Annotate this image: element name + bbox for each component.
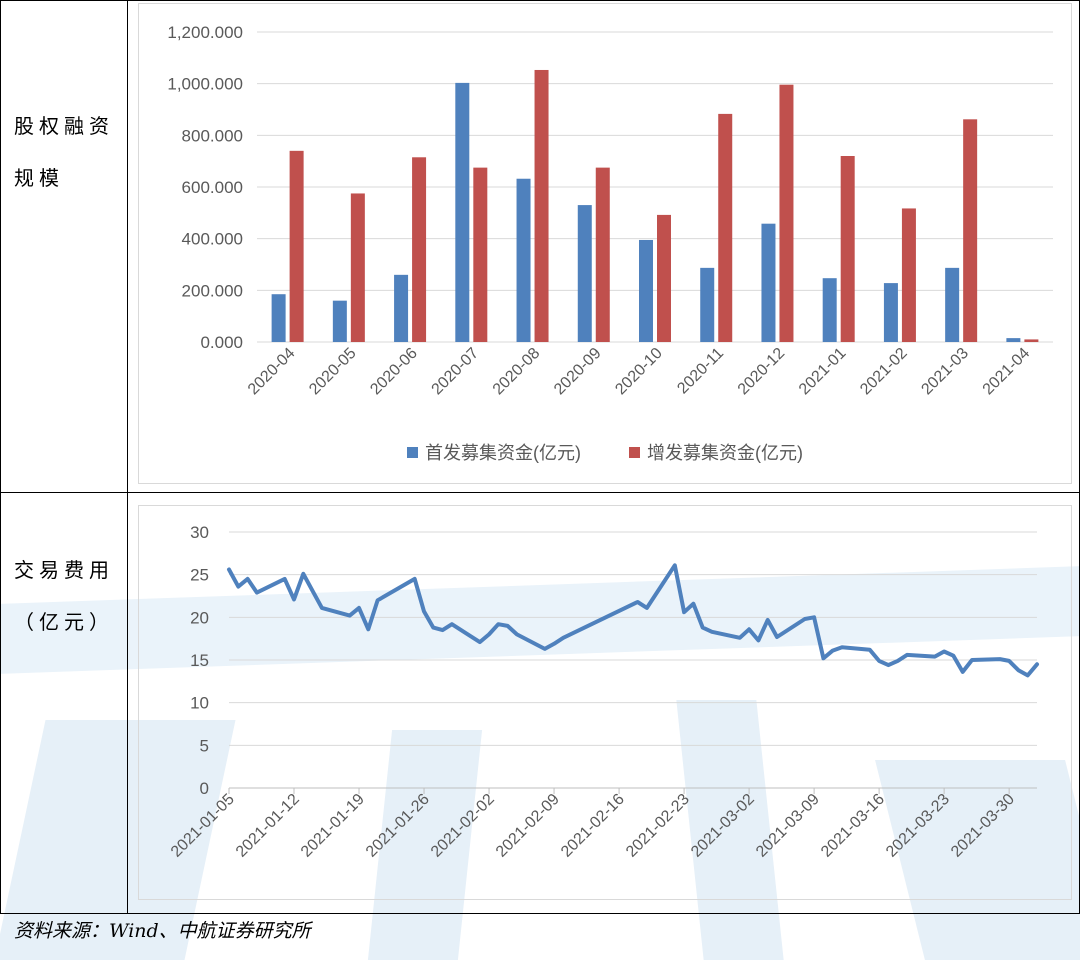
x-tick-label: 2021-03-23 [883,791,953,861]
line-chart-box: 0 5 10 15 20 25 30 2021-01-05 2021-01-12 2021-01-… [138,505,1072,900]
bar [412,157,427,342]
bar [394,274,409,342]
row-label-line: 股权融资 [14,114,114,138]
row-label-line: （亿元） [14,610,114,634]
legend-swatch [629,447,640,458]
x-tick-label: 2020-04 [245,345,299,399]
bar [901,208,916,342]
x-tick-label: 2021-03 [918,345,972,399]
x-tick-label: 2020-10 [612,345,666,399]
legend-label: 首发募集资金(亿元) [425,443,581,463]
series-line [227,563,1039,678]
x-tick-label: 2020-08 [490,345,544,399]
bar [473,167,488,342]
bar [577,205,592,342]
x-tick-label: 2021-02-09 [493,791,563,861]
y-tick-label: 800.000 [182,126,243,145]
x-tick-label: 2021-02-23 [623,791,693,861]
y-tick-label: 1,000.000 [167,75,243,94]
bar [761,223,776,342]
source-note: 资料来源：Wind、中航证券研究所 [14,920,311,942]
bar [289,150,304,342]
table-row-divider [0,492,1080,493]
y-tick-label: 10 [190,694,209,713]
y-tick-label: 600.000 [182,178,243,197]
x-tick-label: 2021-03-30 [948,791,1018,861]
row-label-trading-fees: 交易费用 （亿元） [14,544,114,648]
y-tick-label: 15 [190,651,209,670]
x-tick-label: 2020-09 [551,345,605,399]
bar [963,119,978,342]
x-tick-label: 2021-01-26 [363,791,433,861]
x-tick-label: 2021-03-09 [753,791,823,861]
bar [657,214,671,342]
legend-swatch [407,447,418,458]
y-tick-label: 200.000 [182,281,243,300]
bar [271,294,286,342]
bar [455,82,470,343]
x-tick-label: 2021-04 [980,345,1034,399]
x-tick-label: 2020-12 [735,345,789,399]
x-tick-label: 2021-02 [857,345,911,399]
y-tick-label: 0.000 [200,333,243,352]
x-tick-label: 2021-01-05 [168,791,238,861]
legend-label: 增发募集资金(亿元) [647,443,803,463]
x-tick-label: 2020-07 [429,345,483,399]
y-tick-label: 30 [190,523,209,542]
bar [840,156,855,342]
y-tick-label: 5 [200,736,209,755]
row-label-line: 交易费用 [14,558,114,582]
bar [595,167,610,342]
x-tick-label: 2021-02-16 [558,791,628,861]
row-label-line: 规模 [14,166,64,190]
x-tick-label: 2020-06 [367,345,421,399]
bar [1006,338,1021,342]
bar [779,84,794,342]
row-label-equity-financing: 股权融资 规模 [14,100,114,204]
bar [639,239,653,342]
x-tick-label: 2021-01-19 [298,791,368,861]
y-tick-label: 0 [200,779,209,798]
bar [332,300,347,342]
x-tick-label: 2021-03-16 [818,791,888,861]
x-tick-label: 2020-05 [306,345,360,399]
x-tick-label: 2021-01 [796,345,850,399]
bar [700,267,715,342]
bar [822,278,837,342]
y-tick-label: 1,200.000 [167,23,243,42]
bar [718,113,733,343]
bar [350,193,365,342]
x-tick-label: 2021-01-12 [233,791,303,861]
bar [883,283,898,342]
x-tick-label: 2021-02-02 [428,791,498,861]
bar [1024,339,1039,342]
bar [516,178,531,342]
y-tick-label: 20 [190,608,209,627]
bar [534,69,549,342]
y-tick-label: 400.000 [182,230,243,249]
y-tick-label: 25 [190,566,209,585]
x-tick-label: 2021-03-02 [688,791,758,861]
bar-chart-box: 0.000 200.000 400.000 600.000 800.000 1,000.0… [138,3,1072,484]
equity-financing-bar-chart: 0.000 200.000 400.000 600.000 800.000 1,000.0… [167,23,1053,463]
bar [945,267,960,342]
table-column-divider [127,0,128,913]
x-tick-label: 2020-11 [674,345,727,398]
trading-fees-line-chart: 0510152025302021-01-052021-01-122021-01-… [168,523,1039,861]
